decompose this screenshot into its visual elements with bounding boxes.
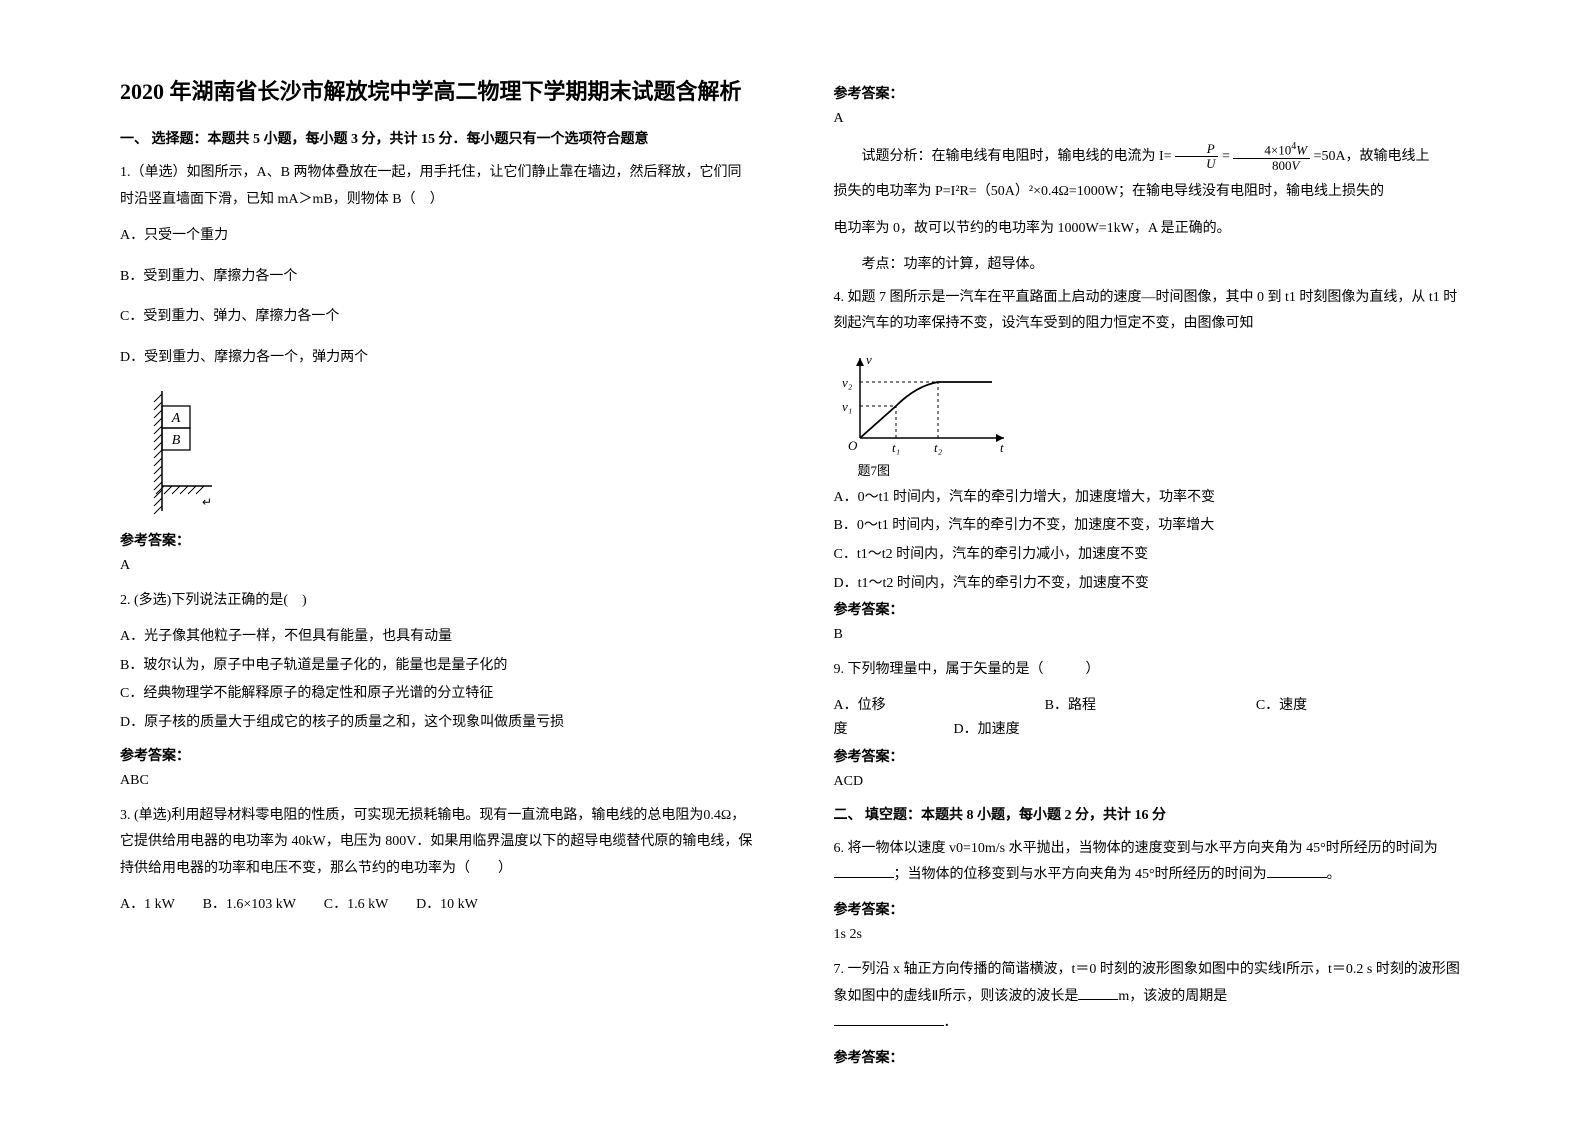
q1-opt-a: A．只受一个重力 xyxy=(120,223,754,250)
q4-caption: 题7图 xyxy=(858,460,1468,479)
svg-text:B: B xyxy=(172,433,181,448)
svg-text:↵: ↵ xyxy=(202,495,212,509)
svg-text:t₂: t₂ xyxy=(934,440,943,455)
q2-stem: 2. (多选)下列说法正确的是( ) xyxy=(120,588,754,615)
section-1-heading: 一、 选择题：本题共 5 小题，每小题 3 分，共计 15 分．每小题只有一个选… xyxy=(120,128,754,148)
section-2-heading: 二、 填空题：本题共 8 小题，每小题 2 分，共计 16 分 xyxy=(834,804,1468,824)
svg-text:v₁: v₁ xyxy=(842,399,852,414)
q9-options-row2: 度 D．加速度 xyxy=(834,718,1468,738)
svg-text:v₂: v₂ xyxy=(842,375,853,390)
q4-graph: Ot₁ t₂ t v v₁ v₂ xyxy=(834,348,1468,458)
q2-answer-label: 参考答案： xyxy=(120,745,754,765)
q3-stem: 3. (单选)利用超导材料零电阻的性质，可实现无损耗输电。现有一直流电路，输电线… xyxy=(120,803,754,883)
q2-answer: ABC xyxy=(120,773,754,789)
svg-text:O: O xyxy=(848,438,858,453)
q9-answer: ACD xyxy=(834,774,1468,790)
q4-answer: B xyxy=(834,627,1468,643)
q4-answer-label: 参考答案： xyxy=(834,599,1468,619)
q6-stem: 6. 将一物体以速度 v0=10m/s 水平抛出，当物体的速度变到与水平方向夹角… xyxy=(834,836,1468,889)
doc-title: 2020 年湖南省长沙市解放垸中学高二物理下学期期末试题含解析 xyxy=(120,75,754,108)
q4-opt-a: A．0～t1 时间内，汽车的牵引力增大，加速度增大，功率不变 xyxy=(834,485,1468,512)
q4-opt-d: D．t1～t2 时间内，汽车的牵引力不变，加速度不变 xyxy=(834,571,1468,598)
q7-answer-label: 参考答案： xyxy=(834,1047,1468,1067)
q1-stem: 1.（单选）如图所示，A、B 两物体叠放在一起，用手托住，让它们静止靠在墙边，然… xyxy=(120,160,754,213)
q9-answer-label: 参考答案： xyxy=(834,746,1468,766)
q1-answer-label: 参考答案： xyxy=(120,530,754,550)
q3-explain-3: 电功率为 0，故可以节约的电功率为 1000W=1kW，A 是正确的。 xyxy=(834,216,1468,243)
q2-opt-b: B．玻尔认为，原子中电子轨道是量子化的，能量也是量子化的 xyxy=(120,653,754,680)
q3-explain-1: 试题分析：在输电线有电阻时，输电线的电流为 I= PU = 4×104W800V… xyxy=(834,141,1468,173)
q3-options: A．1 kW B．1.6×103 kW C．1.6 kW D．10 kW xyxy=(120,892,754,919)
q4-opt-b: B．0～t1 时间内，汽车的牵引力不变，加速度不变，功率增大 xyxy=(834,513,1468,540)
q9-stem: 9. 下列物理量中，属于矢量的是（ ） xyxy=(834,657,1468,684)
q6-answer: 1s 2s xyxy=(834,927,1468,943)
q2-opt-d: D．原子核的质量大于组成它的核子的质量之和，这个现象叫做质量亏损 xyxy=(120,710,754,737)
q3-answer-label: 参考答案： xyxy=(834,83,1468,103)
q2-opt-a: A．光子像其他粒子一样，不但具有能量，也具有动量 xyxy=(120,624,754,651)
svg-text:t: t xyxy=(1000,440,1004,455)
svg-text:v: v xyxy=(866,352,872,367)
svg-text:t₁: t₁ xyxy=(892,440,900,455)
q1-opt-c: C．受到重力、弹力、摩擦力各一个 xyxy=(120,304,754,331)
q1-answer: A xyxy=(120,558,754,574)
q9-options-row1: A．位移 B．路程 C．速度 xyxy=(834,694,1468,714)
q6-answer-label: 参考答案： xyxy=(834,899,1468,919)
q7-stem: 7. 一列沿 x 轴正方向传播的简谐横波，t＝0 时刻的波形图象如图中的实线Ⅰ所… xyxy=(834,957,1468,1037)
q2-opt-c: C．经典物理学不能解释原子的稳定性和原子光谱的分立特征 xyxy=(120,681,754,708)
q3-answer: A xyxy=(834,111,1468,127)
q1-opt-d: D．受到重力、摩擦力各一个，弹力两个 xyxy=(120,345,754,372)
q1-diagram: AB ↵ xyxy=(150,386,754,516)
q3-explain-4: 考点：功率的计算，超导体。 xyxy=(834,252,1468,279)
q4-opt-c: C．t1～t2 时间内，汽车的牵引力减小，加速度不变 xyxy=(834,542,1468,569)
q4-stem: 4. 如题 7 图所示是一汽车在平直路面上启动的速度—时间图像，其中 0 到 t… xyxy=(834,285,1468,338)
q1-opt-b: B．受到重力、摩擦力各一个 xyxy=(120,264,754,291)
svg-text:A: A xyxy=(171,411,181,426)
q3-explain-2: 损失的电功率为 P=I²R=（50A）²×0.4Ω=1000W；在输电导线没有电… xyxy=(834,179,1468,206)
